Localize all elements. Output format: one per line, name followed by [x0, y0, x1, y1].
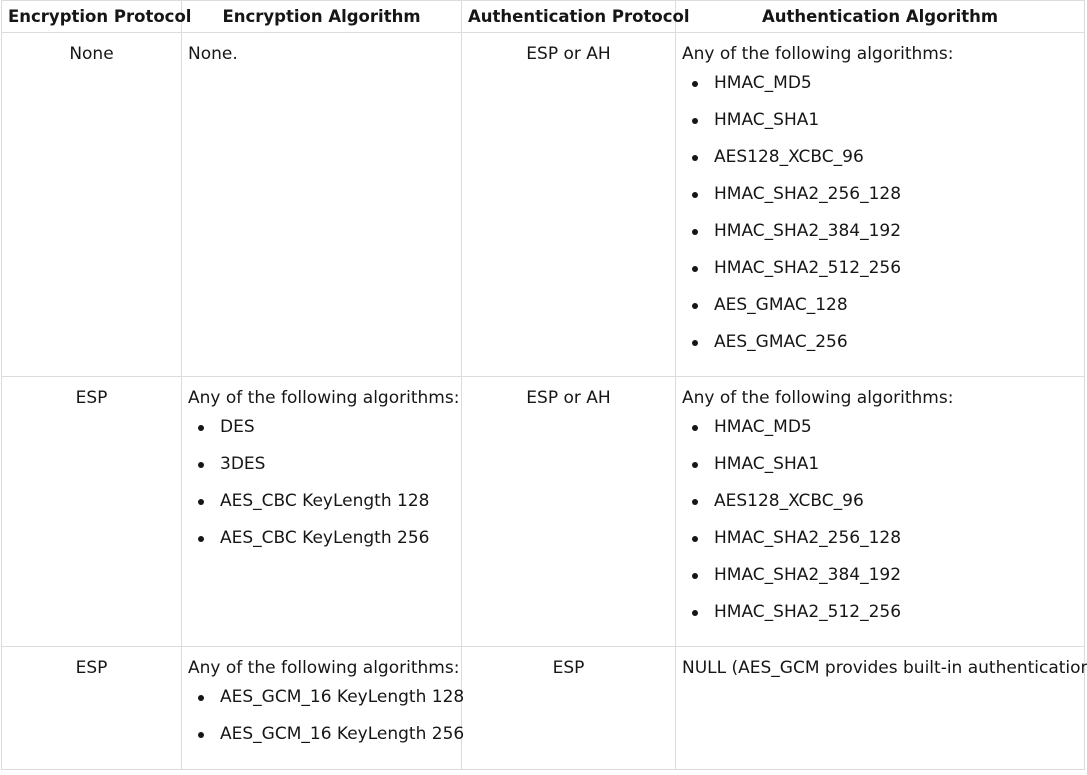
- list-item-label: AES_CBC KeyLength 256: [220, 528, 430, 548]
- list-item-label: AES_GMAC_128: [714, 295, 848, 315]
- authentication-protocol-cell: ESP: [461, 646, 676, 770]
- algorithm-list: HMAC_MD5 HMAC_SHA1 AES128_XCBC_96 HMAC_S…: [682, 73, 1078, 352]
- table-row: ESP Any of the following algorithms: DES…: [1, 376, 1085, 647]
- bullet-icon: [692, 462, 698, 468]
- list-item-label: HMAC_SHA2_256_128: [714, 528, 902, 548]
- header-encryption-protocol: Encryption Protocol: [1, 0, 191, 33]
- encryption-protocol-value: ESP: [75, 388, 108, 408]
- list-item: HMAC_SHA2_256_128: [682, 528, 1078, 548]
- authentication-algorithm-text: Any of the following algorithms:: [682, 388, 954, 408]
- bullet-icon: [692, 81, 698, 87]
- authentication-algorithm-text: Any of the following algorithms:: [682, 44, 954, 64]
- list-item: 3DES: [188, 454, 455, 474]
- list-item: HMAC_SHA2_512_256: [682, 602, 1078, 622]
- bullet-icon: [692, 610, 698, 616]
- list-item: HMAC_MD5: [682, 73, 1078, 93]
- authentication-algorithm-cell: Any of the following algorithms: HMAC_MD…: [675, 32, 1085, 377]
- authentication-protocol-value: ESP or AH: [526, 388, 611, 408]
- header-row: Encryption Protocol Encryption Algorithm…: [1, 0, 1085, 33]
- list-item-label: HMAC_SHA2_512_256: [714, 602, 902, 622]
- table-row: ESP Any of the following algorithms: AES…: [1, 646, 1087, 770]
- bullet-icon: [692, 303, 698, 309]
- list-item-label: HMAC_SHA2_256_128: [714, 184, 902, 204]
- table-header: Encryption Protocol Encryption Algorithm…: [1, 0, 1085, 33]
- bullet-icon: [692, 499, 698, 505]
- encryption-algorithm-text: Any of the following algorithms:: [188, 388, 460, 408]
- authentication-algorithm-cell: NULL (AES_GCM provides built-in authenti…: [675, 646, 1087, 770]
- list-item: HMAC_SHA1: [682, 110, 1078, 130]
- list-item: AES128_XCBC_96: [682, 147, 1078, 167]
- list-item-label: AES_GCM_16 KeyLength 256: [220, 724, 465, 744]
- bullet-icon: [692, 425, 698, 431]
- bullet-icon: [198, 499, 204, 505]
- list-item-label: AES_CBC KeyLength 128: [220, 491, 430, 511]
- authentication-protocol-cell: ESP or AH: [461, 32, 676, 377]
- list-item-label: HMAC_MD5: [714, 73, 812, 93]
- list-item: AES_GCM_16 KeyLength 128: [188, 687, 464, 707]
- list-item: HMAC_SHA2_384_192: [682, 221, 1078, 241]
- bullet-icon: [692, 573, 698, 579]
- bullet-icon: [692, 229, 698, 235]
- encryption-protocol-cell: ESP: [1, 646, 182, 770]
- algorithm-list: AES_GCM_16 KeyLength 128 AES_GCM_16 KeyL…: [188, 687, 464, 744]
- list-item: DES: [188, 417, 455, 437]
- authentication-protocol-value: ESP or AH: [526, 44, 611, 64]
- bullet-icon: [692, 192, 698, 198]
- encryption-protocol-cell: None: [1, 32, 182, 377]
- header-authentication-protocol: Authentication Protocol: [461, 0, 689, 33]
- list-item: HMAC_SHA2_256_128: [682, 184, 1078, 204]
- list-item: AES_GMAC_256: [682, 332, 1078, 352]
- table-row: None None. ESP or AH Any of the followin…: [1, 32, 1085, 377]
- authentication-protocol-value: ESP: [552, 658, 585, 678]
- encryption-algorithm-cell: None.: [181, 32, 462, 377]
- list-item-label: AES128_XCBC_96: [714, 147, 864, 167]
- list-item-label: HMAC_SHA1: [714, 110, 820, 130]
- list-item-label: DES: [220, 417, 255, 437]
- bullet-icon: [692, 340, 698, 346]
- list-item-label: AES_GMAC_256: [714, 332, 848, 352]
- list-item: AES128_XCBC_96: [682, 491, 1078, 511]
- encryption-protocol-value: ESP: [75, 658, 108, 678]
- list-item: HMAC_SHA2_512_256: [682, 258, 1078, 278]
- list-item: AES_CBC KeyLength 256: [188, 528, 455, 548]
- authentication-algorithm-cell: Any of the following algorithms: HMAC_MD…: [675, 376, 1085, 647]
- list-item-label: HMAC_SHA1: [714, 454, 820, 474]
- encryption-protocol-value: None: [69, 44, 114, 64]
- list-item-label: HMAC_MD5: [714, 417, 812, 437]
- encryption-algorithm-text: None.: [188, 44, 238, 64]
- list-item: HMAC_MD5: [682, 417, 1078, 437]
- list-item: HMAC_SHA1: [682, 454, 1078, 474]
- list-item-label: 3DES: [220, 454, 266, 474]
- bullet-icon: [692, 155, 698, 161]
- encryption-protocol-cell: ESP: [1, 376, 182, 647]
- bullet-icon: [198, 425, 204, 431]
- bullet-icon: [198, 536, 204, 542]
- authentication-protocol-cell: ESP or AH: [461, 376, 676, 647]
- algorithm-list: DES 3DES AES_CBC KeyLength 128 AES_CBC K…: [188, 417, 455, 548]
- bullet-icon: [198, 695, 204, 701]
- bullet-icon: [198, 462, 204, 468]
- authentication-algorithm-text: NULL (AES_GCM provides built-in authenti…: [682, 658, 1087, 678]
- algorithm-list: HMAC_MD5 HMAC_SHA1 AES128_XCBC_96 HMAC_S…: [682, 417, 1078, 622]
- bullet-icon: [692, 536, 698, 542]
- table-body: None None. ESP or AH Any of the followin…: [1, 32, 1087, 770]
- list-item: AES_GCM_16 KeyLength 256: [188, 724, 464, 744]
- header-encryption-algorithm: Encryption Algorithm: [181, 0, 462, 33]
- bullet-icon: [692, 266, 698, 272]
- header-authentication-algorithm: Authentication Algorithm: [675, 0, 1085, 33]
- encryption-algorithm-cell: Any of the following algorithms: DES 3DE…: [181, 376, 462, 647]
- encryption-algorithm-cell: Any of the following algorithms: AES_GCM…: [181, 646, 464, 770]
- list-item: AES_CBC KeyLength 128: [188, 491, 455, 511]
- list-item-label: HMAC_SHA2_512_256: [714, 258, 902, 278]
- list-item-label: HMAC_SHA2_384_192: [714, 565, 902, 585]
- list-item: HMAC_SHA2_384_192: [682, 565, 1078, 585]
- list-item-label: HMAC_SHA2_384_192: [714, 221, 902, 241]
- encryption-algorithm-text: Any of the following algorithms:: [188, 658, 460, 678]
- list-item-label: AES_GCM_16 KeyLength 128: [220, 687, 465, 707]
- bullet-icon: [692, 118, 698, 124]
- list-item: AES_GMAC_128: [682, 295, 1078, 315]
- bullet-icon: [198, 732, 204, 738]
- list-item-label: AES128_XCBC_96: [714, 491, 864, 511]
